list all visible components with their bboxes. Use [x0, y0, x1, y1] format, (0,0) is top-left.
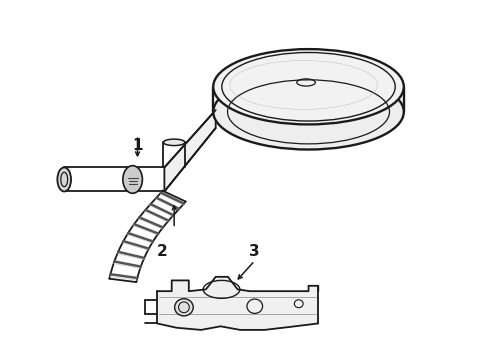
Ellipse shape: [213, 49, 404, 125]
Text: 2: 2: [157, 244, 167, 259]
Text: 3: 3: [249, 244, 260, 259]
Ellipse shape: [163, 139, 185, 145]
Polygon shape: [164, 110, 216, 192]
Text: 1: 1: [132, 139, 143, 153]
Ellipse shape: [57, 167, 71, 192]
Ellipse shape: [213, 74, 404, 149]
Polygon shape: [157, 277, 318, 330]
Ellipse shape: [174, 299, 193, 316]
Ellipse shape: [123, 166, 143, 193]
